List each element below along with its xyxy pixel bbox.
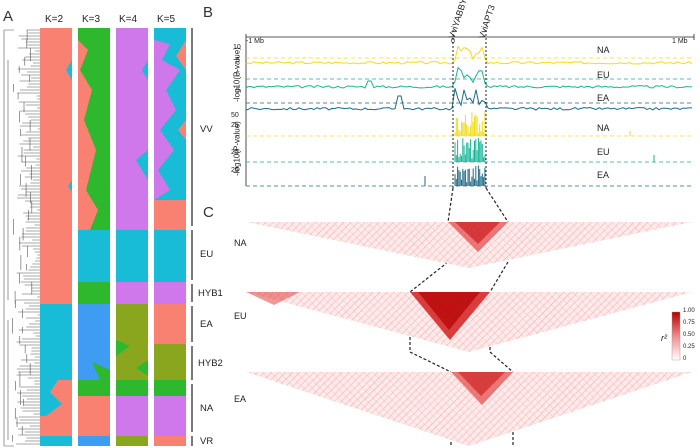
k2-title: K=2 [45, 14, 64, 25]
upper-track-na [245, 45, 693, 65]
ld-label-na: NA [234, 238, 247, 248]
axis-zero-label: 0 [451, 38, 455, 45]
lower-label-eu: EU [597, 147, 610, 157]
upper-label-ea: EA [597, 93, 610, 103]
ld-label-eu: EU [234, 311, 247, 321]
lower-label-ea: EA [597, 170, 610, 180]
upper-label-na: NA [597, 45, 610, 55]
lower-tick-na-25: 25 [231, 122, 239, 129]
legend-tick-025: 0.25 [683, 344, 695, 350]
k5-title: K=5 [157, 14, 176, 25]
axis-right-label: 1 Mb [672, 38, 688, 45]
legend-tick-050: 0.50 [683, 332, 695, 338]
upper-track-eu [245, 66, 693, 89]
ld-label-ea: EA [234, 394, 247, 404]
selection-scan-plot [245, 30, 695, 188]
dendrogram-branches [3, 29, 40, 447]
connector-right-3 [489, 261, 509, 293]
group-label-hyb2: HYB2 [198, 358, 223, 369]
k5-bar [154, 28, 186, 446]
ld-heatmap-na [246, 222, 692, 268]
panel-c-letter: C [203, 204, 214, 221]
legend-tick-075: 0.75 [683, 320, 695, 326]
dendrogram [3, 29, 40, 447]
upper-tick-na-10: 10 [233, 44, 241, 51]
k3-bar [78, 28, 110, 446]
legend-colorbar [671, 311, 681, 361]
connector-right-1 [485, 187, 509, 223]
lower-tick-na-50: 50 [231, 112, 239, 119]
group-label-na: NA [200, 403, 214, 414]
legend-title: r² [661, 333, 667, 343]
connector-left-3 [409, 261, 449, 293]
ld-heatmap-ea [246, 372, 692, 446]
lower-tick-eu-25: 25 [231, 149, 239, 156]
lower-tick-ea-25: 25 [231, 167, 239, 174]
ld-heatmap-eu [246, 292, 692, 352]
k4-bar [116, 28, 148, 446]
panel-b-letter: B [203, 4, 214, 21]
connector-right-5 [489, 351, 514, 373]
k4-title: K=4 [119, 14, 138, 25]
admixture-figure [3, 28, 193, 447]
connector-left-5 [409, 351, 452, 373]
k2-bar [40, 28, 72, 446]
group-label-vv: VV [200, 124, 213, 135]
legend-tick-100: 1.00 [683, 308, 695, 314]
group-label-vr: VR [200, 436, 214, 447]
panel-a-letter: A [3, 8, 14, 25]
upper-tick-ea-5: 5 [236, 87, 240, 94]
k3-title: K=3 [82, 14, 101, 25]
group-label-eu: EU [200, 249, 214, 260]
axis-left-label: -1 Mb [246, 38, 264, 45]
upper-track-ea [245, 88, 693, 111]
upper-tick-eu-5: 5 [236, 71, 240, 78]
connector-left-1 [447, 187, 454, 223]
upper-tick-na-5: 5 [236, 57, 240, 64]
lower-label-na: NA [597, 123, 610, 133]
upper-label-eu: EU [597, 70, 610, 80]
group-label-hyb1: HYB1 [198, 288, 223, 299]
legend-tick-0: 0 [683, 356, 687, 362]
group-label-ea: EA [200, 319, 213, 330]
